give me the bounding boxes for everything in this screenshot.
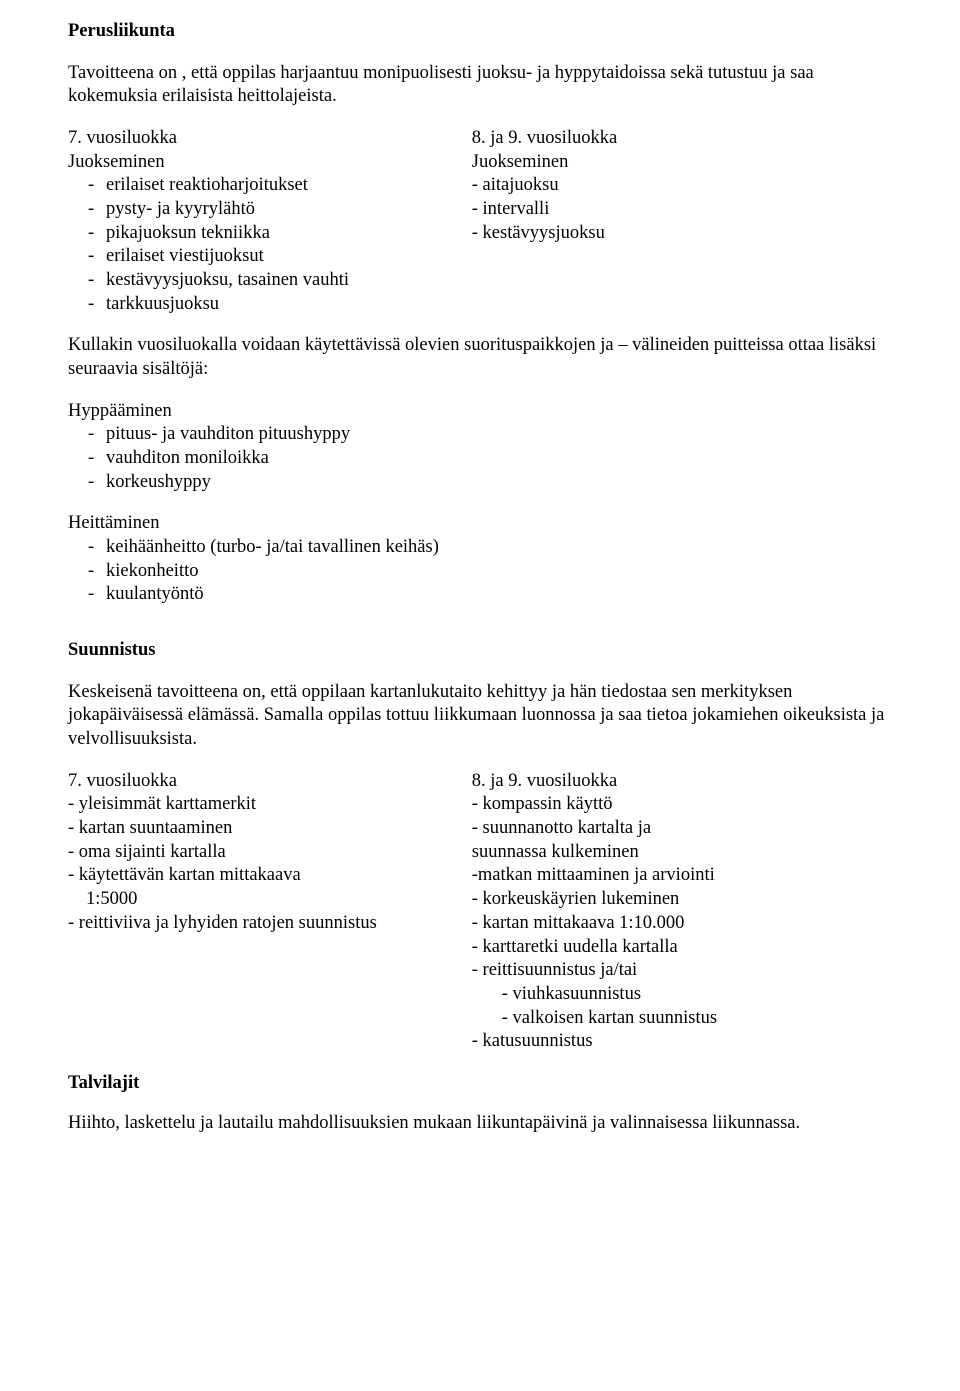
list-item: kiekonheitto bbox=[68, 560, 892, 584]
col89-subtitle: Juokseminen bbox=[472, 151, 892, 175]
hyppaaminen-block: Hyppääminen pituus- ja vauhditon pituush… bbox=[68, 400, 892, 495]
perusliikunta-middle: Kullakin vuosiluokalla voidaan käytettäv… bbox=[68, 334, 892, 381]
col89-list: aitajuoksu intervalli kestävyysjuoksu bbox=[472, 174, 892, 245]
section-heading-perusliikunta: Perusliikunta bbox=[68, 20, 892, 44]
section-heading-suunnistus: Suunnistus bbox=[68, 639, 892, 663]
suunnistus-col-89: 8. ja 9. vuosiluokka - kompassin käyttö … bbox=[472, 770, 892, 1054]
list-item: pysty- ja kyyrylähtö bbox=[68, 198, 472, 222]
s89-title: 8. ja 9. vuosiluokka bbox=[472, 770, 892, 794]
list-item: kestävyysjuoksu, tasainen vauhti bbox=[68, 269, 472, 293]
list-item: korkeushyppy bbox=[68, 471, 892, 495]
list-item: - oma sijainti kartalla bbox=[68, 841, 472, 865]
list-item: keihäänheitto (turbo- ja/tai tavallinen … bbox=[68, 536, 892, 560]
section-heading-talvilajit: Talvilajit bbox=[68, 1072, 892, 1096]
list-item: viuhkasuunnistus bbox=[472, 983, 892, 1007]
list-item: - karttaretki uudella kartalla bbox=[472, 936, 892, 960]
heittaminen-list: keihäänheitto (turbo- ja/tai tavallinen … bbox=[68, 536, 892, 607]
list-item: - kompassin käyttö bbox=[472, 793, 892, 817]
list-item: - käytettävän kartan mittakaava bbox=[68, 864, 472, 888]
list-item: valkoisen kartan suunnistus bbox=[472, 1007, 892, 1031]
suunnistus-col-7: 7. vuosiluokka - yleisimmät karttamerkit… bbox=[68, 770, 472, 1054]
list-item: pituus- ja vauhditon pituushyppy bbox=[68, 423, 892, 447]
s7-title: 7. vuosiluokka bbox=[68, 770, 472, 794]
perusliikunta-col-89: 8. ja 9. vuosiluokka Juokseminen aitajuo… bbox=[472, 127, 892, 316]
heittaminen-title: Heittäminen bbox=[68, 512, 892, 536]
list-item: - katusuunnistus bbox=[472, 1030, 892, 1054]
perusliikunta-col-7: 7. vuosiluokka Juokseminen erilaiset rea… bbox=[68, 127, 472, 316]
talvi-intro: Hiihto, laskettelu ja lautailu mahdollis… bbox=[68, 1112, 892, 1136]
col7-title: 7. vuosiluokka bbox=[68, 127, 472, 151]
list-item: - reittisuunnistus ja/tai bbox=[472, 959, 892, 983]
suunnistus-intro: Keskeisenä tavoitteena on, että oppilaan… bbox=[68, 681, 892, 752]
perusliikunta-columns: 7. vuosiluokka Juokseminen erilaiset rea… bbox=[68, 127, 892, 316]
spacer bbox=[68, 1102, 892, 1112]
list-item: suunnassa kulkeminen bbox=[472, 841, 892, 865]
list-item: - kartan suuntaaminen bbox=[68, 817, 472, 841]
list-item: kuulantyöntö bbox=[68, 583, 892, 607]
list-item: - kartan mittakaava 1:10.000 bbox=[472, 912, 892, 936]
col89-title: 8. ja 9. vuosiluokka bbox=[472, 127, 892, 151]
list-item: - korkeuskäyrien lukeminen bbox=[472, 888, 892, 912]
list-item: - yleisimmät karttamerkit bbox=[68, 793, 472, 817]
list-item: pikajuoksun tekniikka bbox=[68, 222, 472, 246]
hyppaaminen-list: pituus- ja vauhditon pituushyppy vauhdit… bbox=[68, 423, 892, 494]
list-item: aitajuoksu bbox=[472, 174, 892, 198]
list-item: - reittiviiva ja lyhyiden ratojen suunni… bbox=[68, 912, 472, 936]
list-item: 1:5000 bbox=[68, 888, 472, 912]
list-item: kestävyysjuoksu bbox=[472, 222, 892, 246]
perusliikunta-intro: Tavoitteena on , että oppilas harjaantuu… bbox=[68, 62, 892, 109]
col7-list: erilaiset reaktioharjoitukset pysty- ja … bbox=[68, 174, 472, 316]
list-item: erilaiset reaktioharjoitukset bbox=[68, 174, 472, 198]
heittaminen-block: Heittäminen keihäänheitto (turbo- ja/tai… bbox=[68, 512, 892, 607]
col7-subtitle: Juokseminen bbox=[68, 151, 472, 175]
list-item: tarkkuusjuoksu bbox=[68, 293, 472, 317]
list-item: -matkan mittaaminen ja arviointi bbox=[472, 864, 892, 888]
list-item: erilaiset viestijuoksut bbox=[68, 245, 472, 269]
list-item: intervalli bbox=[472, 198, 892, 222]
suunnistus-columns: 7. vuosiluokka - yleisimmät karttamerkit… bbox=[68, 770, 892, 1054]
list-item: vauhditon moniloikka bbox=[68, 447, 892, 471]
hyppaaminen-title: Hyppääminen bbox=[68, 400, 892, 424]
list-item: - suunnanotto kartalta ja bbox=[472, 817, 892, 841]
